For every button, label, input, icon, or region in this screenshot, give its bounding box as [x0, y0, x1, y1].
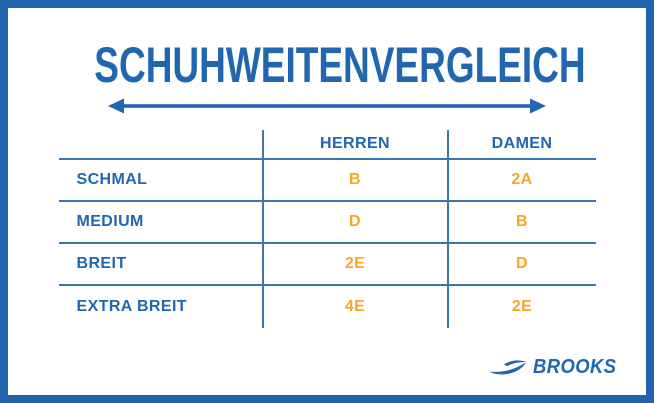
table-cell-damen: 2E: [511, 298, 533, 315]
width-axis-row: [8, 98, 646, 114]
table-row-breit: BREIT 2E D: [58, 244, 596, 286]
table-cell-herren: D: [264, 202, 449, 242]
brooks-logo: BROOKS: [486, 356, 624, 379]
table-cell-herren: 4E: [264, 286, 449, 328]
table-cell-herren: B: [264, 160, 449, 200]
column-header-herren: HERREN: [264, 130, 449, 158]
row-label: MEDIUM: [59, 202, 264, 242]
row-label: SCHMAL: [59, 160, 264, 200]
corner-cell: [59, 130, 264, 158]
table-cell-damen: B: [516, 213, 528, 230]
table-row-schmal: SCHMAL B 2A: [58, 160, 596, 202]
column-header-damen: DAMEN: [491, 135, 553, 152]
double-arrow-icon: [108, 98, 546, 114]
title-row: SCHUHWEITENVERGLEICH: [8, 40, 646, 90]
table-cell-damen: D: [516, 255, 528, 272]
table-cell-damen: 2A: [511, 171, 533, 188]
brooks-swoosh-icon: [489, 359, 527, 374]
table-row-extra-breit: EXTRA BREIT 4E 2E: [59, 286, 596, 328]
row-label: EXTRA BREIT: [59, 286, 264, 328]
table-header-row: HERREN DAMEN: [58, 130, 596, 160]
shoe-width-table: HERREN DAMEN SCHMAL B 2A MEDIUM D B BREI…: [58, 130, 596, 328]
table-cell-herren: 2E: [264, 244, 449, 284]
row-label: BREIT: [59, 244, 264, 284]
brooks-wordmark: BROOKS: [533, 356, 617, 378]
page-title: SCHUHWEITENVERGLEICH: [94, 37, 586, 93]
table-row-medium: MEDIUM D B: [58, 202, 596, 244]
